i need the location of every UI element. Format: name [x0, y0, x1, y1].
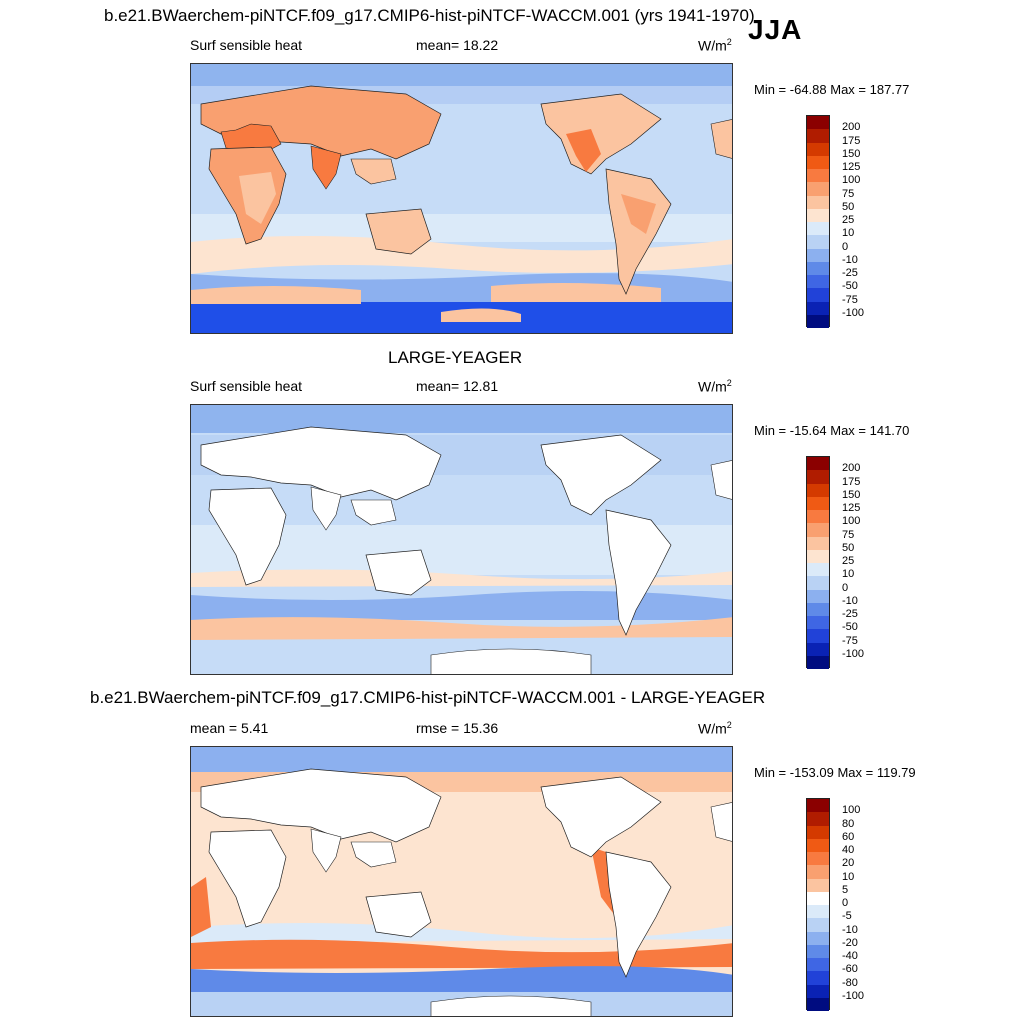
panel3-units: W/m2: [698, 720, 732, 737]
panel3-colorbar-tick: -20: [842, 936, 858, 949]
panel3-rmse-label: rmse = 15.36: [416, 720, 499, 736]
panel1-minmax: Min = -64.88 Max = 187.77: [754, 82, 910, 97]
panel2-colorbar-tick: 75: [842, 528, 855, 541]
panel3-map: [190, 746, 733, 1017]
panel2-colorbar-tick: 200: [842, 462, 861, 475]
panel3-colorbar-tick: -80: [842, 976, 858, 989]
panel3-colorbar-tick: -5: [842, 910, 852, 923]
panel2-colorbar-tick: -50: [842, 621, 858, 634]
panel3-mean-label: mean = 5.41: [190, 720, 269, 736]
panel2-colorbar-tick: -10: [842, 594, 858, 607]
panel1-title: b.e21.BWaerchem-piNTCF.f09_g17.CMIP6-his…: [104, 6, 755, 25]
panel1-colorbar-tick: -75: [842, 293, 858, 306]
panel1-colorbar-tick: 75: [842, 187, 855, 200]
panel2-title: LARGE-YEAGER: [388, 348, 523, 367]
panel2-minmax: Min = -15.64 Max = 141.70: [754, 423, 910, 438]
panel1-colorbar-tick: 150: [842, 147, 861, 160]
panel3-colorbar-tick: 100: [842, 804, 861, 817]
panel2-colorbar-tick: -75: [842, 634, 858, 647]
panel3-colorbar-tick: 5: [842, 883, 849, 896]
panel1-colorbar-tick: -50: [842, 280, 858, 293]
panel2-colorbar-tick: 0: [842, 581, 849, 594]
panel3-colorbar-tick: -100: [842, 989, 865, 1002]
panel3-colorbar-tick: 10: [842, 870, 855, 883]
panel3-colorbar-tick: -60: [842, 963, 858, 976]
panel1-mean-label: mean= 18.22: [416, 37, 499, 53]
panel1-variable-label: Surf sensible heat: [190, 37, 303, 53]
panel1-map: [190, 63, 733, 334]
panel1-colorbar-tick: 10: [842, 227, 855, 240]
panel2-colorbar-tick: 50: [842, 541, 855, 554]
panel3-colorbar-tick: 60: [842, 830, 855, 843]
panel3-title: b.e21.BWaerchem-piNTCF.f09_g17.CMIP6-his…: [90, 688, 766, 707]
panel2-colorbar-tick: -25: [842, 608, 858, 620]
panel2-colorbar-tick: 125: [842, 502, 861, 514]
season-label: JJA: [748, 14, 803, 45]
panel1-colorbar-tick: 25: [842, 214, 855, 226]
panel1-colorbar-tick: 125: [842, 161, 861, 173]
panel2-colorbar-tick: 175: [842, 475, 861, 488]
panel1-colorbar-tick: 50: [842, 200, 855, 213]
panel2-colorbar-tick: 100: [842, 515, 861, 528]
panel1-colorbar-tick: 175: [842, 134, 861, 147]
panel3-colorbar-tick: -40: [842, 950, 858, 962]
panel1-units: W/m2: [698, 37, 732, 54]
panel2-colorbar-tick: 150: [842, 488, 861, 501]
panel2-variable-label: Surf sensible heat: [190, 378, 303, 394]
panel2-mean-label: mean= 12.81: [416, 378, 499, 394]
panel3-colorbar-tick: -10: [842, 923, 858, 936]
panel2-colorbar-tick: 10: [842, 568, 855, 581]
panel2-colorbar-tick: -100: [842, 647, 865, 660]
panel2-colorbar-tick: 25: [842, 555, 855, 567]
panel1-colorbar-seg: [807, 116, 829, 130]
panel2-units: W/m2: [698, 378, 732, 395]
panel2-map: [190, 404, 733, 675]
panel3-colorbar: [806, 798, 830, 1011]
panel3-colorbar-tick: 40: [842, 844, 855, 856]
panel3-colorbar-tick: 80: [842, 817, 855, 830]
panel2-colorbar: [806, 456, 830, 669]
panel1-colorbar-tick: -10: [842, 253, 858, 266]
panel1-colorbar-tick: 100: [842, 174, 861, 187]
panel1-colorbar-tick: 200: [842, 121, 861, 134]
panel3-colorbar-tick: 20: [842, 857, 855, 870]
panel1-colorbar-tick: -25: [842, 267, 858, 279]
panel1-colorbar-tick: 0: [842, 240, 849, 253]
panel3-minmax: Min = -153.09 Max = 119.79: [754, 765, 916, 780]
panel1-colorbar: [806, 115, 830, 328]
panel1-colorbar-tick: -100: [842, 306, 865, 319]
panel3-colorbar-tick: 0: [842, 897, 849, 909]
